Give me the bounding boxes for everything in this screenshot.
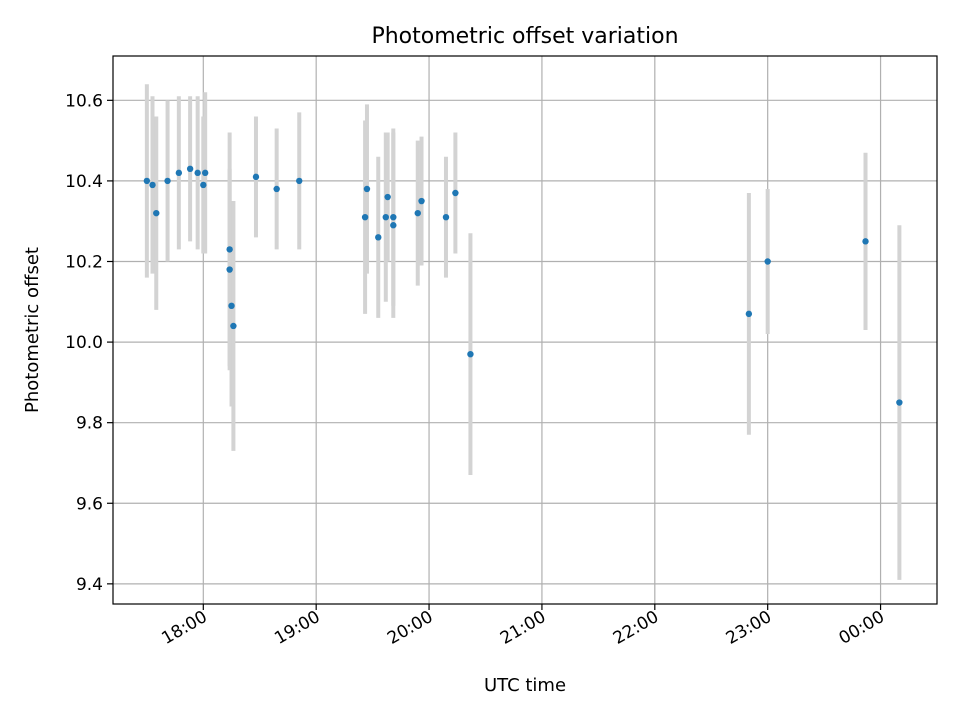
y-tick-label: 9.8 [76, 414, 103, 434]
plot-frame [112, 55, 938, 605]
data-point [175, 169, 183, 177]
y-tick-label: 10.6 [65, 91, 103, 111]
data-point [361, 213, 369, 221]
y-tick-label: 10.4 [65, 172, 103, 192]
data-point [200, 181, 207, 189]
y-axis-ticks: 9.4 9.6 9.8 10.0 10.2 10.4 10.6 [65, 91, 113, 595]
data-point [363, 185, 371, 193]
data-point [149, 181, 156, 189]
y-tick-label: 10.2 [65, 253, 103, 273]
data-point [414, 209, 421, 217]
data-points [143, 165, 903, 406]
data-point [418, 197, 425, 205]
data-point [143, 177, 151, 185]
chart-title: Photometric offset variation [371, 24, 678, 49]
y-axis-label: Photometric offset [22, 247, 43, 413]
data-point [273, 185, 280, 193]
data-point [296, 177, 303, 185]
data-point [452, 189, 459, 197]
data-point [226, 246, 233, 253]
data-point [375, 234, 382, 241]
data-point [896, 399, 903, 406]
plot-area [113, 56, 937, 604]
grid-lines [113, 56, 937, 604]
data-point [764, 258, 771, 265]
data-point [186, 165, 194, 173]
data-point [442, 213, 450, 221]
data-point [252, 173, 260, 181]
data-point [390, 222, 397, 229]
x-axis-label: UTC time [484, 675, 566, 696]
data-point [862, 238, 869, 245]
data-point [194, 169, 201, 177]
data-point [153, 209, 160, 217]
data-point [226, 266, 233, 273]
y-tick-label: 9.6 [76, 494, 103, 514]
data-point [467, 350, 474, 358]
data-point [382, 213, 389, 221]
data-point [384, 193, 391, 201]
y-tick-label: 10.0 [65, 333, 103, 353]
data-point [230, 322, 237, 330]
data-point [228, 302, 235, 310]
data-point [164, 177, 171, 185]
y-tick-label: 9.4 [76, 575, 103, 595]
data-point [201, 169, 209, 177]
data-point [390, 213, 397, 221]
data-point [745, 310, 753, 318]
